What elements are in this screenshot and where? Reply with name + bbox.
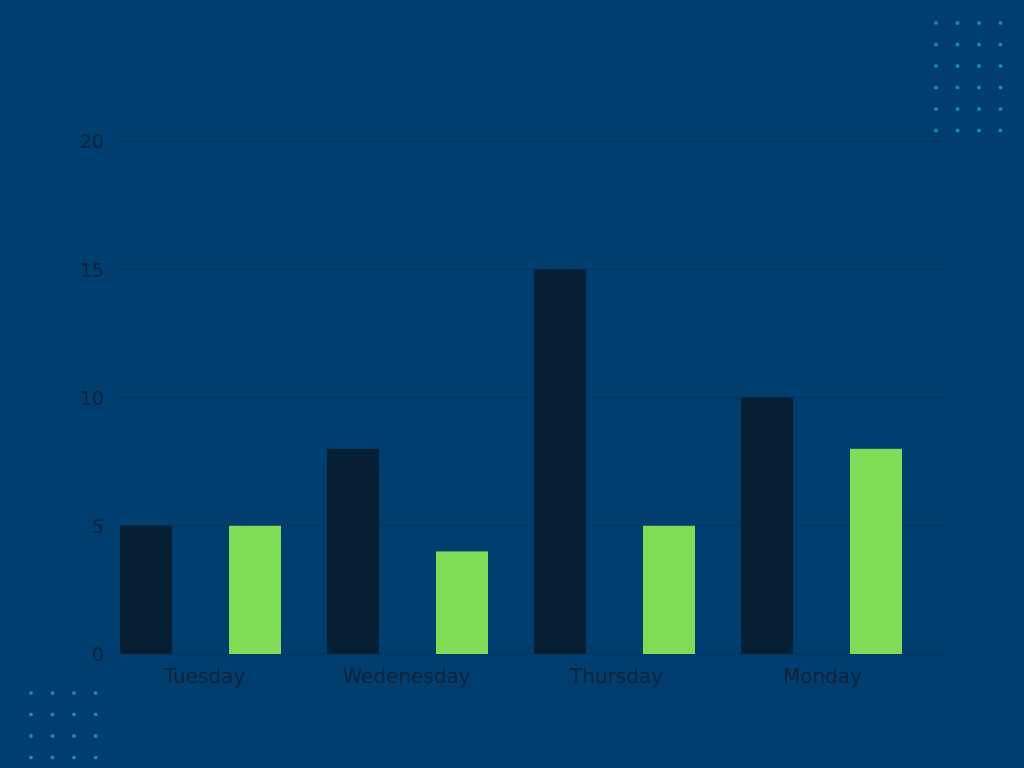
decorative-dot (93, 755, 98, 760)
decorative-dot-grid-top-right (934, 21, 1003, 133)
decorative-dot (29, 712, 33, 717)
decorative-dot (955, 128, 960, 133)
y-tick-label: 20 (80, 131, 104, 153)
y-tick-label: 10 (80, 388, 104, 410)
bars (120, 269, 902, 654)
decorative-dot (977, 21, 981, 25)
decorative-dot (998, 21, 1003, 25)
decorative-dot (934, 64, 938, 68)
decorative-dot (977, 42, 981, 47)
y-tick-label: 5 (92, 516, 104, 538)
decorative-dot (998, 42, 1003, 47)
decorative-dot (998, 85, 1003, 90)
decorative-dot (977, 107, 981, 111)
y-axis: 0 5 10 15 20 (80, 131, 104, 666)
decorative-dot (93, 691, 98, 695)
x-axis: Tuesday Wedenesday Thursday Monday (163, 664, 862, 688)
bar-thursday-series-1 (534, 269, 586, 654)
decorative-dot (934, 107, 938, 111)
bar-tuesday-series-2 (229, 525, 281, 654)
bar-tuesday-series-1 (120, 525, 172, 654)
decorative-dot (72, 734, 76, 738)
bar-wedenesday-series-2 (436, 551, 488, 654)
decorative-dot (50, 734, 55, 738)
decorative-dot (72, 755, 76, 760)
x-tick-label: Tuesday (163, 664, 246, 688)
decorative-dot (955, 85, 960, 90)
decorative-dot (998, 64, 1003, 68)
decorative-dot (977, 85, 981, 90)
x-tick-label: Wedenesday (342, 664, 470, 688)
decorative-dot (934, 128, 938, 133)
decorative-dot (50, 712, 55, 717)
decorative-dot (955, 64, 960, 68)
decorative-dot-grid-bottom-left (29, 691, 98, 760)
decorative-dot (29, 734, 33, 738)
decorative-dot (955, 42, 960, 47)
bar-monday-series-2 (850, 448, 902, 654)
decorative-dot (29, 691, 33, 695)
decorative-dot (72, 691, 76, 695)
decorative-dot (93, 712, 98, 717)
y-tick-label: 15 (80, 259, 104, 281)
decorative-dot (955, 107, 960, 111)
bar-monday-series-1 (741, 397, 793, 654)
decorative-dot (934, 85, 938, 90)
decorative-dot (50, 755, 55, 760)
decorative-dot (955, 21, 960, 25)
decorative-dot (977, 128, 981, 133)
decorative-dot (998, 107, 1003, 111)
bar-wedenesday-series-1 (327, 448, 379, 654)
decorative-dot (50, 691, 55, 695)
x-tick-label: Thursday (569, 664, 663, 688)
decorative-dot (29, 755, 33, 760)
decorative-dot (998, 128, 1003, 133)
x-tick-label: Monday (783, 664, 862, 688)
decorative-dot (934, 42, 938, 47)
decorative-dot (977, 64, 981, 68)
y-tick-label: 0 (92, 644, 104, 666)
decorative-dot (934, 21, 938, 25)
bar-thursday-series-2 (643, 525, 695, 654)
decorative-dot (93, 734, 98, 738)
decorative-dot (72, 712, 76, 717)
